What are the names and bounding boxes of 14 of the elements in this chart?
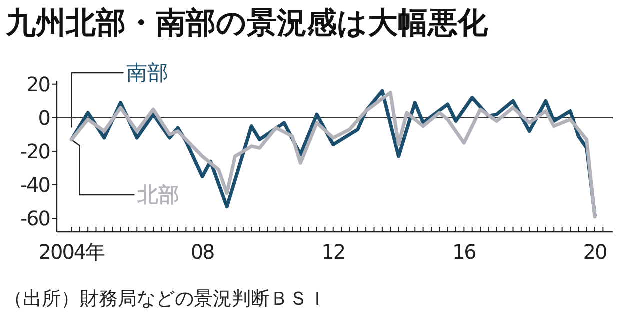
series-label: 南部 <box>126 61 169 85</box>
x-tick-label: 12 <box>322 240 346 264</box>
y-tick-label: -60 <box>20 206 50 231</box>
y-tick-label: 20 <box>26 72 50 96</box>
x-tick-label: 16 <box>452 240 476 264</box>
chart-title: 九州北部・南部の景況感は大幅悪化 <box>5 6 489 41</box>
y-tick-label: 0 <box>38 106 50 130</box>
series-label: 北部 <box>138 183 180 207</box>
x-tick-label: 20 <box>583 240 608 264</box>
y-tick-label: -20 <box>20 139 50 164</box>
y-tick-label: -40 <box>20 173 50 198</box>
x-tick-label: 2004年 <box>38 240 106 264</box>
text: （出所）財務局などの景況判断ＢＳＩ <box>4 288 327 310</box>
x-tick-label: 08 <box>190 240 215 264</box>
